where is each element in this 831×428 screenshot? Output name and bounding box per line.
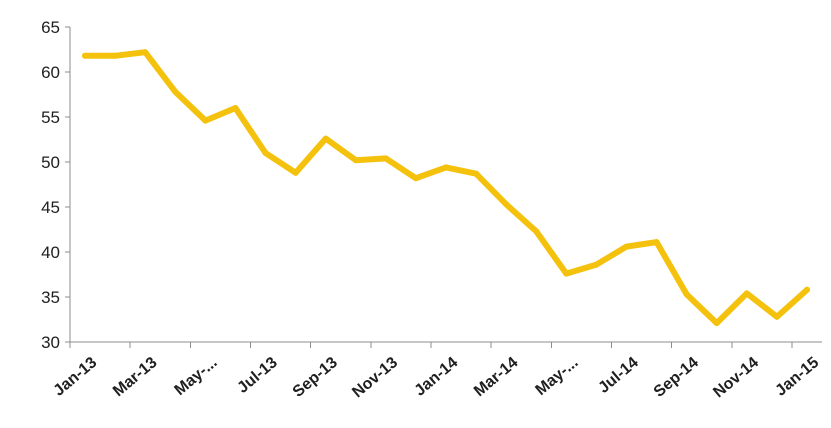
x-tick-label: Jan-15 — [772, 354, 822, 400]
x-tick-label: May-... — [533, 354, 582, 399]
data-point — [142, 49, 149, 56]
data-point — [172, 88, 179, 95]
series-line — [82, 49, 810, 327]
data-point — [773, 313, 780, 320]
x-tick-label: Mar-14 — [471, 354, 522, 400]
data-point — [292, 169, 299, 176]
y-tick-label: 35 — [41, 288, 60, 307]
y-axis: 30 35 40 45 50 55 60 65 — [41, 18, 71, 352]
x-tick-label: Jul-14 — [595, 354, 641, 397]
series-layer — [82, 49, 810, 327]
data-point — [533, 228, 540, 235]
data-point — [443, 164, 449, 171]
data-point — [683, 291, 690, 298]
data-point — [743, 290, 750, 297]
y-tick-label: 40 — [41, 243, 60, 262]
data-point — [202, 117, 209, 124]
data-point — [412, 175, 419, 182]
data-point — [803, 286, 810, 293]
data-point — [382, 155, 389, 162]
data-point — [713, 320, 720, 327]
x-tick-label: Jan-13 — [51, 354, 101, 400]
y-tick-label: 65 — [41, 18, 60, 37]
y-tick-label: 50 — [41, 153, 60, 172]
data-point — [352, 157, 359, 164]
x-tick-label: Nov-14 — [710, 354, 762, 401]
x-tick-label: Nov-13 — [349, 354, 401, 401]
x-axis: Jan-13 Mar-13 May-... Jul-13 Sep-13 Nov-13 Jan… — [51, 341, 822, 401]
x-tick-label: Sep-14 — [651, 354, 702, 401]
data-point — [563, 270, 570, 277]
data-point — [623, 243, 630, 250]
y-tick-label: 30 — [41, 333, 60, 352]
x-tick-label: May-... — [172, 354, 221, 399]
data-point — [653, 239, 660, 246]
data-point — [503, 201, 510, 208]
data-point — [112, 52, 119, 59]
data-point — [232, 105, 239, 111]
y-tick-label: 55 — [41, 108, 60, 127]
data-point — [473, 170, 480, 177]
data-point — [322, 135, 329, 142]
x-tick-label: Jul-13 — [234, 354, 280, 397]
y-tick-label: 60 — [41, 63, 60, 82]
data-point — [262, 150, 269, 156]
x-tick-label: Jan-14 — [411, 354, 461, 400]
data-point — [82, 52, 89, 59]
x-tick-label: Mar-13 — [110, 354, 161, 400]
y-tick-label: 45 — [41, 198, 60, 217]
x-tick-label: Sep-13 — [290, 354, 341, 401]
data-point — [593, 261, 600, 268]
